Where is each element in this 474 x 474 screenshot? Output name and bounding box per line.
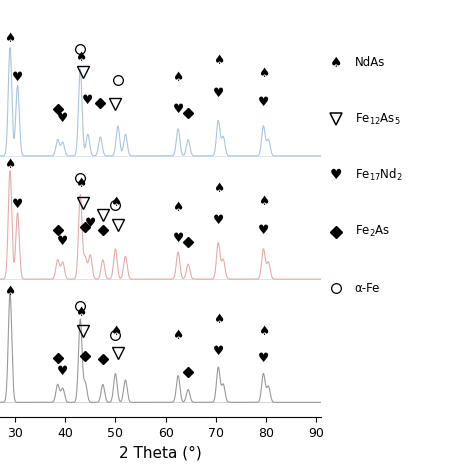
Text: α-Fe: α-Fe bbox=[355, 282, 380, 295]
Text: ♥: ♥ bbox=[12, 72, 23, 84]
Text: ♠: ♠ bbox=[173, 72, 184, 84]
Text: ♠: ♠ bbox=[173, 329, 184, 342]
Text: ♠: ♠ bbox=[74, 306, 86, 319]
Text: ♥: ♥ bbox=[330, 168, 343, 182]
Text: ♠: ♠ bbox=[110, 196, 121, 209]
Text: ♥: ♥ bbox=[258, 224, 269, 237]
Text: ♥: ♥ bbox=[173, 103, 184, 117]
Text: ♥: ♥ bbox=[258, 352, 269, 365]
Text: ♥: ♥ bbox=[57, 235, 68, 248]
Text: ♥: ♥ bbox=[57, 112, 68, 125]
Text: ♥: ♥ bbox=[258, 96, 269, 109]
Text: ♠: ♠ bbox=[213, 182, 224, 195]
Text: ♥: ♥ bbox=[173, 232, 184, 245]
Text: NdAs: NdAs bbox=[355, 56, 385, 69]
Text: ♥: ♥ bbox=[57, 365, 68, 378]
Text: ♠: ♠ bbox=[173, 201, 184, 214]
Text: ♠: ♠ bbox=[330, 55, 343, 70]
Text: ♥: ♥ bbox=[213, 345, 224, 358]
Text: ♠: ♠ bbox=[110, 325, 121, 338]
Text: ♠: ♠ bbox=[74, 177, 86, 191]
Text: ♠: ♠ bbox=[4, 32, 16, 45]
Text: ♠: ♠ bbox=[4, 284, 16, 298]
Text: ♥: ♥ bbox=[213, 214, 224, 228]
Text: Fe$_{17}$Nd$_2$: Fe$_{17}$Nd$_2$ bbox=[355, 167, 402, 183]
Text: ♠: ♠ bbox=[213, 313, 224, 326]
Text: ♠: ♠ bbox=[258, 195, 269, 208]
Text: ♥: ♥ bbox=[85, 217, 96, 230]
Text: ♥: ♥ bbox=[12, 198, 23, 211]
Text: Fe$_{12}$As$_5$: Fe$_{12}$As$_5$ bbox=[355, 111, 401, 127]
Text: ♠: ♠ bbox=[74, 51, 86, 64]
Text: ♠: ♠ bbox=[258, 325, 269, 338]
X-axis label: 2 Theta (°): 2 Theta (°) bbox=[119, 446, 202, 460]
Text: ♠: ♠ bbox=[258, 66, 269, 80]
Text: Fe$_2$As: Fe$_2$As bbox=[355, 224, 390, 239]
Text: ♠: ♠ bbox=[4, 158, 16, 171]
Text: ♥: ♥ bbox=[82, 94, 93, 107]
Text: ♥: ♥ bbox=[213, 88, 224, 100]
Text: ♠: ♠ bbox=[213, 54, 224, 67]
